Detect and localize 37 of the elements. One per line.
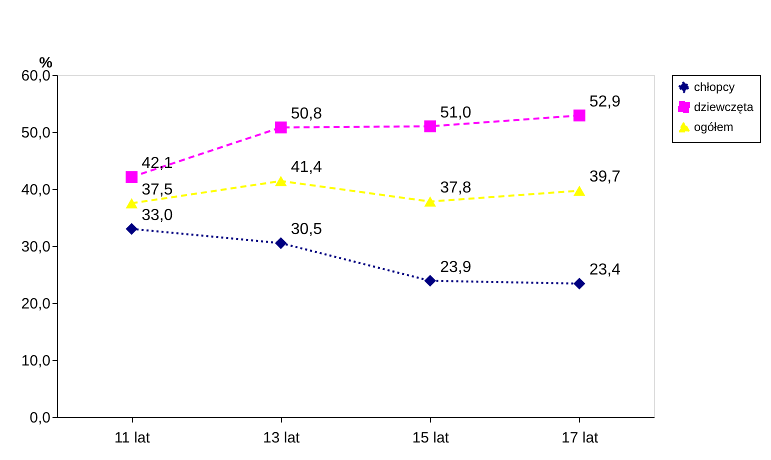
data-label: 39,7 — [589, 168, 621, 186]
y-tick-label: 10,0 — [21, 352, 50, 370]
point — [573, 278, 586, 290]
data-label: 23,4 — [589, 262, 621, 279]
x-tick-label: 17 lat — [562, 430, 600, 446]
data-label: 41,4 — [290, 159, 322, 176]
point — [573, 110, 586, 122]
point — [126, 198, 138, 208]
point — [126, 171, 138, 183]
point — [274, 237, 287, 250]
point — [126, 222, 138, 235]
data-label: 23,9 — [440, 258, 472, 276]
legend-label: dziewczęta — [694, 100, 754, 114]
point — [274, 176, 287, 186]
point — [424, 120, 436, 132]
data-label: 37,5 — [142, 181, 173, 198]
point — [424, 196, 436, 207]
y-tick-label: 20,0 — [21, 296, 50, 312]
x-tick-label: 13 lat — [263, 430, 301, 446]
data-label: 33,0 — [142, 206, 173, 224]
data-label: 51,0 — [440, 104, 472, 122]
data-label: 37,8 — [440, 180, 472, 197]
point — [274, 122, 287, 134]
y-tick-label: 50,0 — [21, 124, 50, 142]
data-label: 30,5 — [290, 221, 322, 238]
data-label: 50,8 — [290, 105, 322, 122]
y-tick-label: 30,0 — [21, 238, 50, 256]
x-tick-label: 11 lat — [114, 430, 151, 446]
data-label: 42,1 — [142, 155, 173, 172]
x-tick-label: 15 lat — [412, 430, 450, 446]
point — [424, 274, 436, 287]
data-label: 52,9 — [589, 93, 621, 110]
y-tick-label: 0,0 — [30, 410, 50, 426]
y-tick-label: 40,0 — [21, 182, 50, 198]
point — [573, 186, 586, 196]
legend-label: chłopcy — [694, 80, 735, 94]
legend-label: ogółem — [694, 120, 734, 134]
